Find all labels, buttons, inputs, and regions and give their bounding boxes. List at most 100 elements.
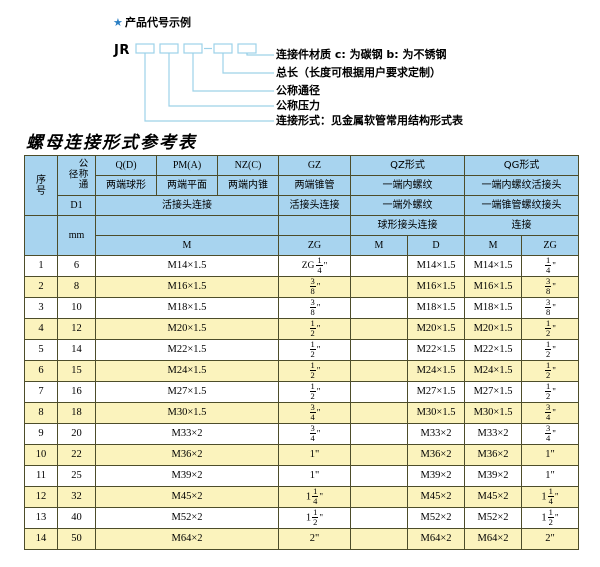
table-row: 4 12 M20×1.5 1 2 " M20×1.5 M20×1.5 1 2 " [24, 318, 580, 340]
cell-qg-m: M20×1.5 [464, 318, 523, 340]
header-unit-m-left: M [95, 235, 279, 256]
header-row-connection2: mm 球形接头连接 连接 [24, 215, 580, 256]
cell-d1: 12 [57, 318, 96, 340]
cell-d1: 50 [57, 528, 96, 550]
header-nominal-diameter: 公称通径 [57, 155, 96, 196]
cell-d1: 10 [57, 297, 96, 319]
annotation-total-length: 总长（长度可根据用户要求定制） [276, 66, 441, 79]
nut-connection-reference-table: 序 号 公称通径 Q(D) PM(A) NZ(C) GZ QZ形式 QG形式 两… [24, 155, 580, 550]
cell-m: M24×1.5 [95, 360, 279, 382]
cell-qg-zg: 1 1 4 " [521, 486, 580, 508]
cell-qg-zg: 1 2 " [521, 318, 580, 340]
cell-gz: 1" [278, 465, 351, 487]
header-diameter-unit: mm [57, 215, 96, 256]
cell-gz: ZG 1 4 " [278, 255, 351, 277]
cell-qz-m [350, 318, 408, 340]
header-row-units: M ZG M D M ZG [25, 235, 580, 256]
cell-seq: 13 [24, 507, 58, 529]
header-conn-2: 一端外螺纹 [349, 195, 466, 216]
cell-m: M36×2 [95, 444, 279, 466]
cell-m: M52×2 [95, 507, 279, 529]
cell-m: M33×2 [95, 423, 279, 445]
cell-qz-d: M18×1.5 [406, 297, 466, 319]
cell-qz-d: M16×1.5 [406, 276, 466, 298]
cell-qg-zg: 3 8 " [521, 297, 580, 319]
cell-qz-d: M39×2 [406, 465, 466, 487]
cell-gz: 2" [278, 528, 351, 550]
cell-qg-zg: 3 8 " [521, 276, 580, 298]
cell-qg-m: M52×2 [464, 507, 523, 529]
cell-gz: 3 4 " [278, 423, 351, 445]
cell-d1: 6 [57, 255, 96, 277]
header-seq-spacer [24, 215, 58, 256]
header-group-code-1: PM(A) [156, 155, 218, 176]
cell-qz-m [350, 381, 408, 403]
cell-qz-m [350, 507, 408, 529]
table-row: 6 15 M24×1.5 1 2 " M24×1.5 M24×1.5 1 2 " [24, 360, 580, 382]
cell-seq: 11 [24, 465, 58, 487]
cell-qg-zg: 1 2 " [521, 339, 580, 361]
header-group-desc-3: 两端锥管 [278, 175, 351, 196]
table-header: 序 号 公称通径 Q(D) PM(A) NZ(C) GZ QZ形式 QG形式 两… [24, 155, 580, 256]
header-unit-zg-gz: ZG [278, 235, 351, 256]
cell-seq: 8 [24, 402, 58, 424]
header-row-code: 序 号 公称通径 Q(D) PM(A) NZ(C) GZ QZ形式 QG形式 [24, 155, 580, 216]
product-code-leader-lines [135, 43, 274, 122]
cell-m: M14×1.5 [95, 255, 279, 277]
cell-qz-d: M52×2 [406, 507, 466, 529]
cell-qz-d: M24×1.5 [406, 360, 466, 382]
header-row-desc: 两端球形 两端平面 两端内锥 两端锥管 一端内螺纹 一端内螺纹活接头 [25, 175, 580, 196]
product-code-prefix: JR [114, 43, 130, 58]
cell-qg-m: M24×1.5 [464, 360, 523, 382]
cell-qg-m: M64×2 [464, 528, 523, 550]
annotation-nominal-diameter: 公称通径 [276, 84, 320, 97]
cell-qg-zg: 3 4 " [521, 423, 580, 445]
cell-qz-m [350, 528, 408, 550]
cell-d1: 32 [57, 486, 96, 508]
header-group-code-5: QG形式 [464, 155, 580, 176]
cell-seq: 4 [24, 318, 58, 340]
cell-d1: 14 [57, 339, 96, 361]
cell-qz-m [350, 255, 408, 277]
table-row: 11 25 M39×2 1" M39×2 M39×2 1" [24, 465, 580, 487]
cell-d1: 18 [57, 402, 96, 424]
header-unit-qz-d: D [406, 235, 466, 256]
cell-qg-zg: 1" [521, 444, 580, 466]
cell-gz: 1 2 " [278, 360, 351, 382]
cell-gz: 1 1 4 " [278, 486, 351, 508]
cell-gz: 1" [278, 444, 351, 466]
table-row: 7 16 M27×1.5 1 2 " M27×1.5 M27×1.5 1 2 " [24, 381, 580, 403]
table-row: 2 8 M16×1.5 3 8 " M16×1.5 M16×1.5 3 8 " [24, 276, 580, 298]
product-code-diagram: ★ 产品代号示例 JR 连接件材质 c: 为碳钢 b: 为不锈钢 总长（长度可根… [0, 0, 600, 128]
table-row: 5 14 M22×1.5 1 2 " M22×1.5 M22×1.5 1 2 " [24, 339, 580, 361]
cell-seq: 6 [24, 360, 58, 382]
annotation-connection-type: 连接形式：见金属软管常用结构形式表 [276, 114, 463, 127]
table-row: 13 40 M52×2 1 1 2 " M52×2 M52×2 1 1 2 " [24, 507, 580, 529]
header-group-desc-1: 两端平面 [156, 175, 218, 196]
cell-qz-m [350, 465, 408, 487]
header-conn2-2: 球形接头连接 [349, 215, 466, 236]
cell-qz-m [350, 444, 408, 466]
header-unit-qz-m: M [350, 235, 408, 256]
cell-gz: 1 2 " [278, 381, 351, 403]
cell-qz-d: M14×1.5 [406, 255, 466, 277]
leader-line-nominal-pressure [168, 53, 274, 107]
leader-line-connection-type [144, 53, 274, 122]
code-box-5 [237, 43, 257, 54]
cell-qg-zg: 3 4 " [521, 402, 580, 424]
table-row: 1 6 M14×1.5 ZG 1 4 " M14×1.5 M14×1.5 1 4 " [24, 255, 580, 277]
cell-seq: 9 [24, 423, 58, 445]
table-row: 9 20 M33×2 3 4 " M33×2 M33×2 3 4 " [24, 423, 580, 445]
cell-gz: 1 2 " [278, 318, 351, 340]
cell-qg-m: M18×1.5 [464, 297, 523, 319]
header-seq: 序 号 [24, 155, 58, 216]
header-conn-0: 活接头连接 [95, 195, 279, 216]
annotation-material: 连接件材质 c: 为碳钢 b: 为不锈钢 [276, 48, 447, 61]
annotation-nominal-pressure: 公称压力 [276, 99, 320, 112]
cell-qg-m: M36×2 [464, 444, 523, 466]
page-title: 螺母连接形式参考表 [26, 133, 197, 152]
leader-line-nominal-diameter [192, 53, 274, 92]
cell-seq: 3 [24, 297, 58, 319]
header-conn2-3: 连接 [464, 215, 580, 236]
header-group-desc-0: 两端球形 [95, 175, 157, 196]
